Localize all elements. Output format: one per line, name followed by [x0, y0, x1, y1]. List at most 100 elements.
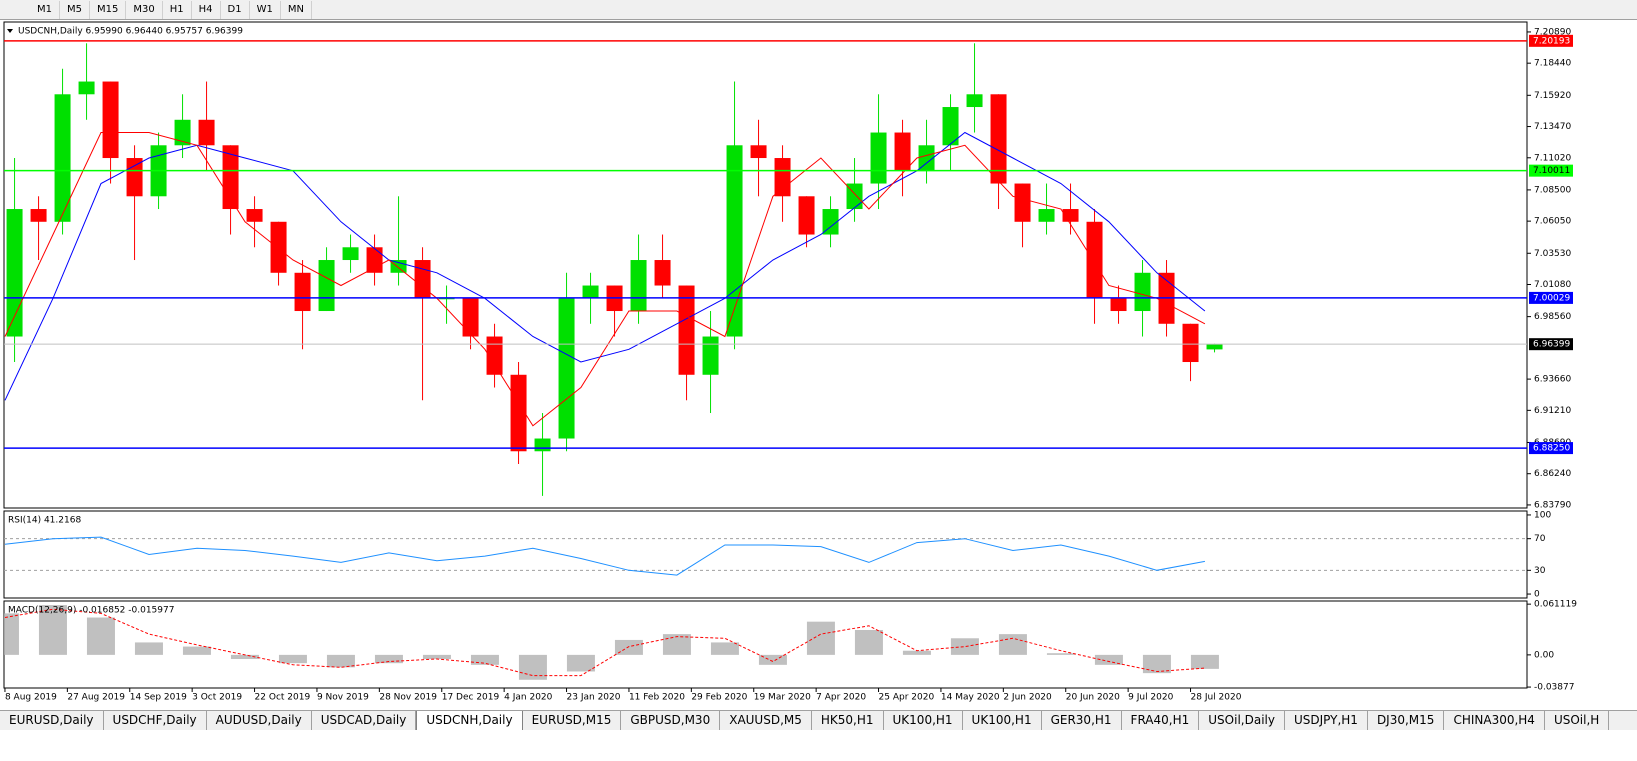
candle-body	[390, 260, 407, 273]
level-label-box	[1529, 34, 1573, 47]
x-tick-label: 28 Jul 2020	[1191, 693, 1242, 703]
candle-body	[918, 145, 935, 171]
candle-body	[774, 158, 791, 197]
timeframe-button[interactable]: M15	[90, 0, 127, 19]
histogram-bar	[998, 634, 1027, 655]
candle-body	[198, 119, 215, 146]
chart-tab[interactable]: CHINA300,H4	[1444, 711, 1545, 730]
candle-body	[966, 94, 983, 108]
histogram-bar	[710, 642, 739, 655]
chart-tabs: EURUSD,Daily USDCHF,Daily AUDUSD,Daily USDC…	[0, 710, 1637, 730]
candle-body	[342, 247, 359, 261]
chart-tab[interactable]: UK100,H1	[884, 711, 963, 730]
x-tick-label: 28 Nov 2019	[379, 693, 437, 703]
chart-tab[interactable]: AUDUSD,Daily	[207, 711, 312, 730]
y-tick-label: 7.06050	[1534, 217, 1571, 227]
x-tick-label: 29 Feb 2020	[691, 693, 747, 703]
indicator-line	[4, 132, 1206, 427]
histogram-bar	[422, 654, 451, 660]
candle-body	[870, 132, 887, 184]
chart-tab[interactable]: EURUSD,Daily	[0, 711, 104, 730]
chart-tab[interactable]: USDCAD,Daily	[312, 711, 417, 730]
candle-body	[1134, 272, 1151, 312]
candle-body	[1038, 209, 1055, 222]
y-tick-label: 0.061119	[1534, 600, 1577, 610]
candle-body	[894, 132, 911, 171]
candle-body	[534, 438, 551, 452]
timeframe-button[interactable]: H1	[163, 0, 192, 19]
x-tick-label: 27 Aug 2019	[67, 693, 125, 703]
chart-tab[interactable]: USOil,H	[1545, 711, 1610, 730]
candle-body	[678, 285, 695, 375]
main-panel	[3, 21, 1528, 509]
y-tick-label: 7.20890	[1534, 27, 1571, 37]
timeframe-button[interactable]: M5	[60, 0, 90, 19]
y-tick-label: 70	[1534, 534, 1546, 544]
chart-tab[interactable]: USDCNH,Daily	[416, 711, 523, 730]
histogram-bar	[86, 617, 115, 655]
histogram-bar	[470, 654, 499, 665]
candle-body	[6, 209, 23, 337]
candle-body	[246, 209, 263, 222]
timeframe-button[interactable]: D1	[221, 0, 250, 19]
histogram-bar	[854, 629, 883, 655]
level-label: 7.20193	[1533, 36, 1570, 46]
chart-tab[interactable]: USOil,Daily	[1199, 711, 1285, 730]
candle-body	[510, 374, 527, 452]
x-tick-label: 2 Jun 2020	[1003, 693, 1052, 703]
candle-body	[990, 94, 1007, 184]
indicator-title: USDCNH,Daily 6.95990 6.96440 6.95757 6.9…	[18, 27, 243, 37]
rsi-panel	[3, 510, 1528, 599]
histogram-bar	[806, 621, 835, 655]
level-label-box	[1529, 442, 1573, 455]
candle-body	[726, 145, 743, 337]
chart-tab[interactable]: DJ30,M15	[1368, 711, 1445, 730]
chart-tab[interactable]: HK50,H1	[812, 711, 884, 730]
candle-body	[462, 298, 479, 337]
timeframe-button[interactable]: H4	[192, 0, 221, 19]
chart-tab[interactable]: EURUSD,M15	[523, 711, 622, 730]
timeframe-button[interactable]: W1	[250, 0, 281, 19]
histogram-bar	[134, 642, 163, 655]
indicator-line	[4, 608, 1205, 677]
indicator-title: MACD(12,26,9) -0.016852 -0.015977	[8, 606, 174, 616]
x-tick-label: 3 Oct 2019	[192, 693, 242, 703]
indicator-title: RSI(14) 41.2168	[8, 516, 81, 526]
bid-label-box	[1529, 338, 1573, 351]
timeframe-button[interactable]: M30	[126, 0, 163, 19]
histogram-bar	[230, 654, 259, 660]
x-tick-label: 9 Nov 2019	[317, 693, 369, 703]
chart-tab[interactable]: USDJPY,H1	[1285, 711, 1368, 730]
timeframe-button[interactable]: M1	[30, 0, 60, 19]
indicator-line	[4, 131, 1206, 401]
y-tick-label: 7.03530	[1534, 249, 1571, 259]
chart-tab[interactable]: USDCHF,Daily	[104, 711, 207, 730]
chart-tab[interactable]: GER30,H1	[1042, 711, 1122, 730]
histogram-bar	[614, 639, 643, 655]
y-tick-label: 7.18440	[1534, 59, 1571, 69]
y-tick-label: 0.00	[1534, 650, 1554, 660]
y-tick-label: -0.03877	[1534, 683, 1574, 693]
x-tick-label: 19 Mar 2020	[754, 693, 811, 703]
candle-body	[30, 209, 47, 222]
candle-body	[318, 260, 335, 312]
histogram-bar	[518, 654, 547, 680]
x-tick-label: 23 Jan 2020	[567, 693, 621, 703]
y-tick-label: 30	[1534, 566, 1546, 576]
candle-body	[126, 158, 143, 197]
chart-tab[interactable]: UK100,H1	[963, 711, 1042, 730]
candle-body	[294, 272, 311, 312]
candle-body	[942, 107, 959, 146]
timeframe-button[interactable]: MN	[281, 0, 312, 19]
x-tick-label: 14 May 2020	[941, 693, 1000, 703]
chart-tab[interactable]: FRA40,H1	[1122, 711, 1200, 730]
candle-body	[582, 285, 599, 299]
histogram-bar	[4, 613, 19, 655]
chart-tab[interactable]: GBPUSD,M30	[621, 711, 721, 730]
candle-body	[54, 94, 71, 222]
chart-tab[interactable]: XAUUSD,M5	[720, 711, 812, 730]
candle-body	[366, 247, 383, 273]
histogram-bar	[662, 634, 691, 655]
histogram-bar	[278, 654, 307, 664]
